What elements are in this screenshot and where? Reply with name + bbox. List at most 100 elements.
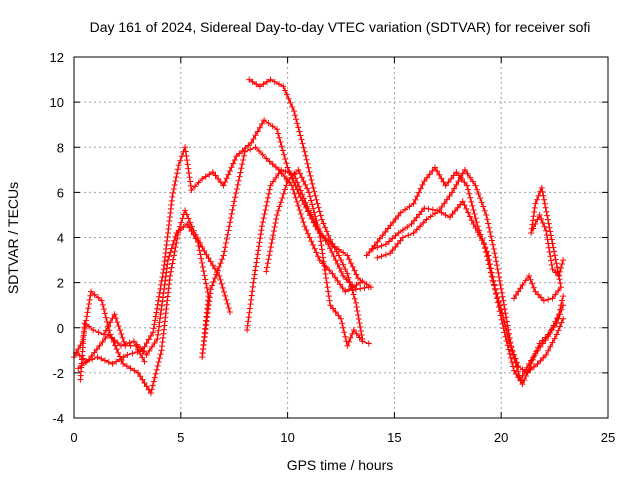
data-point bbox=[465, 186, 472, 193]
data-point bbox=[464, 182, 471, 189]
data-point bbox=[85, 356, 92, 363]
data-point bbox=[317, 238, 324, 245]
data-point bbox=[382, 228, 389, 235]
data-point bbox=[185, 215, 192, 222]
data-point bbox=[308, 197, 315, 204]
data-point bbox=[148, 343, 155, 350]
data-point bbox=[148, 386, 155, 393]
data-point bbox=[353, 303, 360, 310]
data-point bbox=[382, 241, 389, 248]
data-point bbox=[522, 277, 529, 284]
data-point bbox=[161, 286, 168, 293]
data-point bbox=[264, 264, 271, 271]
data-point bbox=[399, 234, 406, 241]
data-point bbox=[131, 367, 138, 374]
data-point bbox=[341, 329, 348, 336]
data-point bbox=[199, 264, 206, 271]
data-point bbox=[498, 306, 505, 313]
data-point bbox=[154, 301, 161, 308]
data-point bbox=[436, 171, 443, 178]
data-point bbox=[529, 280, 536, 287]
data-point bbox=[204, 314, 211, 321]
data-point bbox=[338, 268, 345, 275]
data-point bbox=[156, 319, 163, 326]
data-point bbox=[256, 148, 263, 155]
data-point bbox=[124, 351, 131, 358]
data-point bbox=[345, 274, 352, 281]
data-point bbox=[192, 183, 199, 190]
data-point bbox=[496, 302, 503, 309]
data-point bbox=[157, 311, 164, 318]
data-point bbox=[544, 236, 551, 243]
series-track-5 bbox=[263, 166, 372, 349]
data-point bbox=[319, 250, 326, 257]
y-tick-label: 12 bbox=[50, 50, 64, 65]
data-point bbox=[324, 284, 331, 291]
data-point bbox=[272, 163, 279, 170]
data-point bbox=[389, 247, 396, 254]
data-point bbox=[335, 252, 342, 259]
data-point bbox=[222, 244, 229, 251]
data-point bbox=[531, 209, 538, 216]
data-point bbox=[263, 202, 270, 209]
data-point bbox=[154, 305, 161, 312]
data-point bbox=[549, 295, 556, 302]
data-point bbox=[340, 249, 347, 256]
data-point bbox=[186, 224, 193, 231]
data-point bbox=[83, 313, 90, 320]
data-point bbox=[541, 196, 548, 203]
data-point bbox=[120, 338, 127, 345]
data-point bbox=[329, 270, 336, 277]
data-point bbox=[269, 123, 276, 130]
data-point bbox=[431, 210, 438, 217]
data-point bbox=[230, 202, 237, 209]
data-point bbox=[339, 320, 346, 327]
data-point bbox=[260, 215, 267, 222]
data-point bbox=[227, 215, 234, 222]
data-point bbox=[278, 166, 285, 173]
data-point bbox=[169, 260, 176, 267]
data-point bbox=[321, 262, 328, 269]
data-point bbox=[285, 95, 292, 102]
data-point bbox=[484, 257, 491, 264]
data-point bbox=[264, 198, 271, 205]
data-point bbox=[245, 142, 252, 149]
data-point bbox=[542, 204, 549, 211]
data-point bbox=[219, 284, 226, 291]
data-point bbox=[276, 203, 283, 210]
data-point bbox=[240, 152, 247, 159]
data-point bbox=[226, 308, 233, 315]
data-point bbox=[230, 160, 237, 167]
data-point bbox=[525, 360, 532, 367]
data-point bbox=[295, 202, 302, 209]
data-point bbox=[521, 368, 528, 375]
data-point bbox=[558, 319, 565, 326]
data-point bbox=[307, 172, 314, 179]
data-point bbox=[75, 365, 82, 372]
data-point bbox=[559, 297, 566, 304]
data-point bbox=[425, 205, 432, 212]
data-point bbox=[206, 294, 213, 301]
data-point bbox=[288, 182, 295, 189]
data-point bbox=[184, 220, 191, 227]
data-point bbox=[496, 277, 503, 284]
data-point bbox=[81, 320, 88, 327]
data-point bbox=[111, 311, 118, 318]
data-point bbox=[490, 281, 497, 288]
data-point bbox=[553, 260, 560, 267]
data-point bbox=[151, 321, 158, 328]
data-point bbox=[170, 185, 177, 192]
data-point bbox=[291, 190, 298, 197]
data-point bbox=[519, 372, 526, 379]
data-point bbox=[421, 205, 428, 212]
data-point bbox=[232, 190, 239, 197]
data-point bbox=[299, 215, 306, 222]
data-point bbox=[529, 217, 536, 224]
data-point bbox=[429, 206, 436, 213]
data-point bbox=[135, 346, 142, 353]
y-tick-label: 2 bbox=[57, 276, 64, 291]
data-point bbox=[548, 261, 555, 268]
data-point bbox=[286, 169, 293, 176]
data-point bbox=[556, 306, 563, 313]
